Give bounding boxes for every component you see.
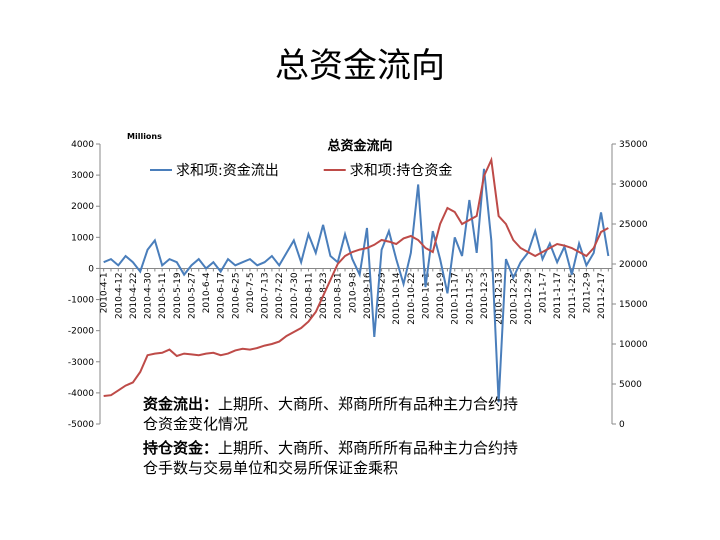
x-tick-label: 2010-12-29: [524, 272, 534, 325]
x-tick-label: 2010-11-17: [451, 272, 461, 324]
note-term: 资金流出：: [143, 395, 219, 413]
x-tick-label: 2010-8-31: [334, 272, 344, 319]
x-tick-label: 2010-11-25: [465, 272, 475, 324]
x-tick-label: 2010-4-22: [129, 272, 139, 319]
y2-tick-label: 15000: [619, 300, 648, 310]
note-text: 上期所、大商所、郑商所所有品种主力合约持仓手数与交易单位和交易所保证金乘积: [143, 439, 519, 477]
y2-tick-label: 20000: [619, 260, 648, 270]
x-tick-label: 2010-6-17: [217, 272, 227, 319]
x-tick-label: 2010-5-27: [187, 272, 197, 319]
y2-tick-label: 30000: [619, 180, 648, 190]
y-tick-label: -5000: [68, 420, 94, 430]
y-tick-label: -1000: [68, 296, 94, 306]
x-tick-label: 2010-7-30: [290, 272, 300, 319]
x-tick-label: 2010-10-14: [392, 272, 402, 325]
y2-tick-label: 25000: [619, 220, 648, 230]
x-tick-label: 2010-6-25: [231, 272, 241, 319]
x-tick-label: 2010-6-4: [202, 272, 212, 313]
chart-title: 总资金流向: [327, 138, 392, 154]
x-tick-label: 2010-4-30: [144, 272, 154, 319]
series-line: [103, 168, 610, 403]
legend-label: 求和项:持仓资金: [350, 163, 453, 179]
x-tick-label: 2010-11-1: [421, 272, 431, 319]
series-line: [103, 156, 609, 397]
x-tick-label: 2010-9-8: [348, 272, 358, 313]
y-tick-label: 2000: [71, 202, 94, 212]
y-tick-label: -2000: [68, 327, 94, 337]
slide-title: 总资金流向: [275, 46, 445, 86]
y2-tick-label: 0: [619, 420, 625, 430]
note: 资金流出：上期所、大商所、郑商所所有品种主力合约持仓资金变化情况: [143, 394, 528, 434]
x-tick-label: 2010-12-21: [509, 272, 519, 324]
x-tick-label: 2011-2-17: [597, 272, 607, 319]
x-tick-label: 2010-12-3: [480, 272, 490, 319]
x-tick-label: 2010-12-13: [495, 272, 505, 324]
y2-tick-label: 35000: [619, 140, 648, 150]
x-tick-label: 2010-10-22: [407, 272, 417, 324]
x-tick-label: 2010-4-12: [114, 272, 124, 319]
y-tick-label: 3000: [71, 171, 94, 181]
x-tick-label: 2011-1-17: [553, 272, 563, 319]
x-tick-label: 2010-8-11: [304, 272, 314, 319]
y-tick-label: 4000: [71, 140, 94, 150]
y2-tick-label: 5000: [619, 380, 642, 390]
x-tick-label: 2010-7-13: [261, 272, 271, 319]
x-tick-label: 2011-1-7: [539, 272, 549, 313]
note: 持仓资金：上期所、大商所、郑商所所有品种主力合约持仓手数与交易单位和交易所保证金…: [143, 438, 528, 478]
x-tick-label: 2011-2-9: [582, 272, 592, 313]
x-tick-label: 2010-7-22: [275, 272, 285, 319]
y-tick-label: -3000: [68, 358, 94, 368]
x-tick-label: 2010-5-11: [158, 272, 168, 319]
x-tick-label: 2010-11-9: [436, 272, 446, 319]
unit-label: Millions: [127, 132, 162, 141]
x-tick-label: 2010-9-29: [378, 272, 388, 319]
x-tick-label: 2010-9-16: [363, 272, 373, 319]
x-tick-label: 2011-1-25: [568, 272, 578, 319]
y2-tick-label: 10000: [619, 340, 648, 350]
note-term: 持仓资金：: [143, 439, 219, 457]
x-tick-label: 2010-4-1: [100, 272, 110, 313]
note-text: 上期所、大商所、郑商所所有品种主力合约持仓资金变化情况: [143, 395, 519, 433]
x-tick-label: 2010-5-19: [173, 272, 183, 319]
y-tick-label: 1000: [71, 233, 94, 243]
y-tick-label: 0: [88, 264, 94, 274]
y-tick-label: -4000: [68, 389, 94, 399]
legend-label: 求和项:资金流出: [176, 163, 279, 179]
x-tick-label: 2010-7-5: [246, 272, 256, 313]
